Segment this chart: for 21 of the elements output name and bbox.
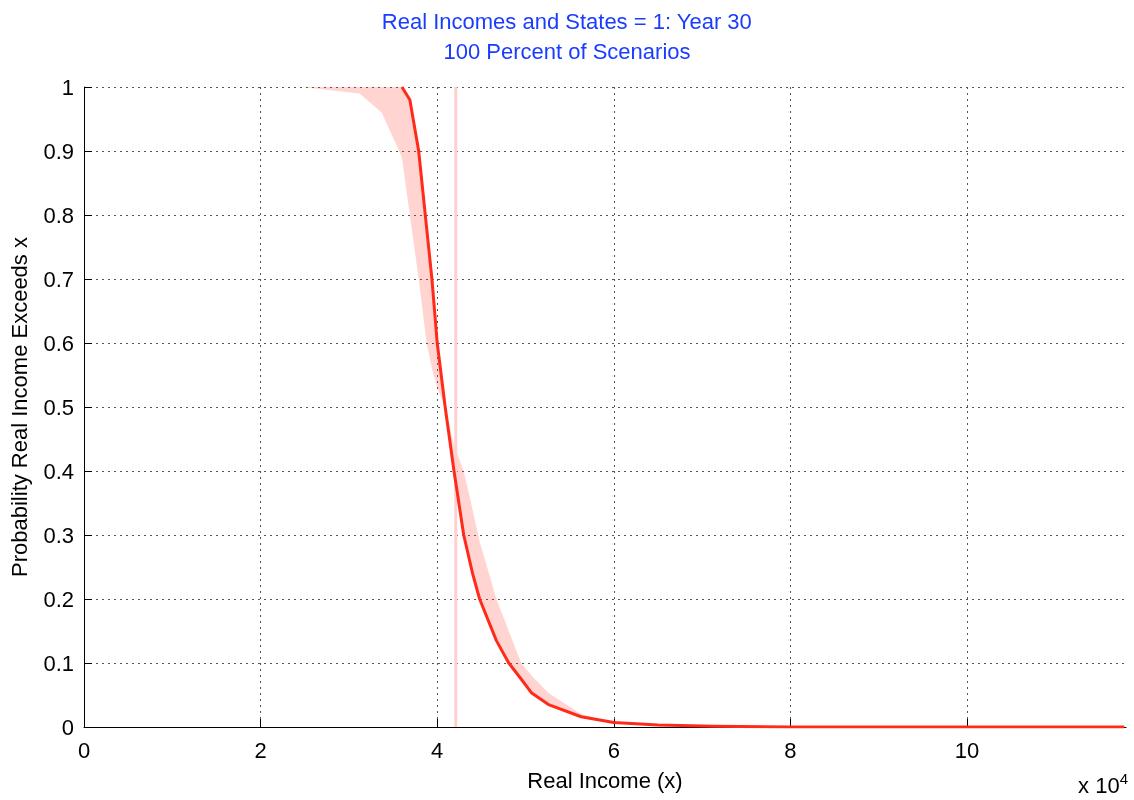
x-tick-label: 2 xyxy=(254,737,267,763)
y-tick-label: 0 xyxy=(61,714,74,740)
y-tick-label: 0.5 xyxy=(43,394,74,420)
y-tick-label: 1 xyxy=(61,74,74,100)
x-tick-label: 6 xyxy=(607,737,620,763)
y-tick-label: 0.8 xyxy=(43,202,74,228)
x-tick-label: 0 xyxy=(77,737,91,763)
chart-subtitle: 100 Percent of Scenarios xyxy=(443,38,691,64)
y-tick-label: 0.2 xyxy=(43,586,74,612)
y-axis-title: Probability Real Income Exceeds x xyxy=(6,237,32,577)
x-tick-label: 4 xyxy=(431,737,444,763)
y-tick-label: 0.1 xyxy=(43,650,74,676)
y-tick-label: 0.6 xyxy=(43,330,74,356)
y-tick-label: 0.4 xyxy=(43,458,74,484)
x-tick-label: 8 xyxy=(784,737,797,763)
y-tick-label: 0.9 xyxy=(43,138,74,164)
x-tick-label: 10 xyxy=(954,737,980,763)
x-axis-title: Real Income (x) xyxy=(527,767,683,793)
y-tick-label: 0.7 xyxy=(43,266,74,292)
chart-title: Real Incomes and States = 1: Year 30 xyxy=(381,8,752,34)
y-tick-label: 0.3 xyxy=(43,522,74,548)
